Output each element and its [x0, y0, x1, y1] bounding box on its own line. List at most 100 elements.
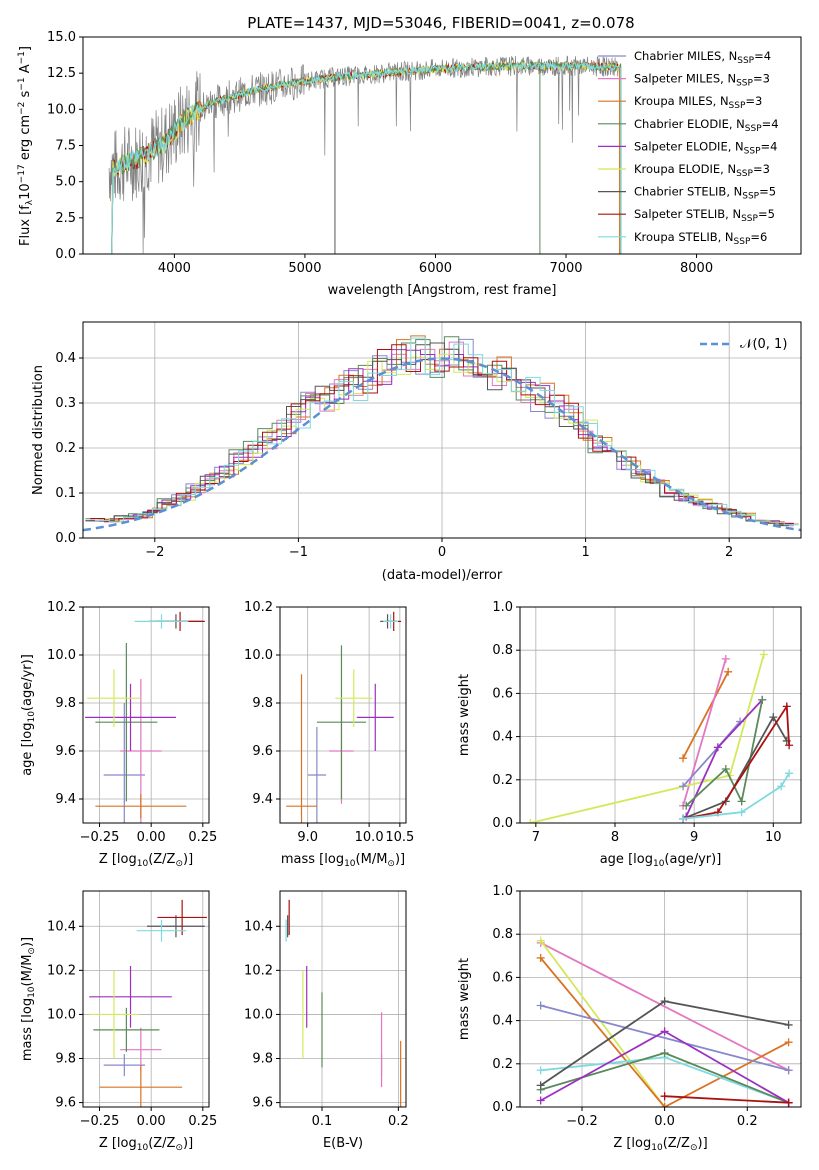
label-part: s: [18, 90, 33, 101]
label-part: )]: [183, 1136, 193, 1151]
weight-marker-salpeter_elodie: [660, 1027, 669, 1036]
label-part: )]: [183, 852, 193, 867]
x-tick-label: 0.00: [137, 1114, 166, 1129]
label-part: 10: [137, 1143, 149, 1153]
spectrum-xlabel: wavelength [Angstrom, rest frame]: [328, 283, 557, 298]
x-tick-label: 10.5: [385, 830, 414, 845]
y-tick-label: 10.0: [47, 1007, 76, 1022]
legend-label-kroupa_stelib: Kroupa STELIB, NSSP=6: [634, 230, 767, 247]
label-part: (M/M: [20, 955, 35, 987]
mass-vs-ebv-panel: 0.1 0.2 9.6 9.8 10.0 10.2 10.4 E(B-V): [244, 890, 409, 1151]
weight-line-salpeter_miles: [682, 658, 727, 806]
histogram-step-salpeter_stelib: [90, 344, 794, 525]
label-part: SSP: [734, 237, 751, 247]
axes-frame: [519, 890, 802, 1108]
weight-line-chabrier_elodie: [685, 699, 764, 807]
y-tick-label: 1.0: [492, 884, 513, 899]
weight-line-chabrier_miles: [682, 720, 741, 787]
weight-marker-salpeter_stelib: [784, 1098, 793, 1107]
weight-marker-salpeter_stelib: [782, 702, 791, 711]
label-part: 10: [27, 711, 37, 723]
label-part: λ: [25, 199, 35, 205]
plot-area: [285, 899, 402, 1107]
grid-lines: [83, 891, 209, 1107]
label-part: ⊙: [690, 1143, 698, 1153]
gaussian-curve: [83, 357, 801, 532]
y-tick-label: 10.0: [47, 648, 76, 663]
x-tick-label: 4000: [158, 261, 191, 276]
y-tick-label: 0.2: [55, 441, 76, 456]
plot-area: [286, 611, 402, 823]
x-tick-label: 0: [438, 545, 446, 560]
histogram-ylabel: Normed distribution: [31, 365, 46, 495]
axes-frame: [519, 606, 802, 824]
axes-frame: [279, 890, 407, 1108]
spectrum-plot-area: [108, 55, 622, 254]
weight-marker-chabrier_stelib: [536, 1081, 545, 1090]
x-tick-label: 10.0: [355, 830, 384, 845]
mass-vs-metallicity-panel: −0.25 0.00 0.259.69.810.010.210.4Z [log10(…: [20, 890, 217, 1153]
plot-area: [89, 899, 207, 1107]
y-tick-label: 0.4: [492, 730, 513, 745]
label-part: ]: [18, 46, 33, 51]
label-part: ⊙: [175, 859, 183, 869]
y-axis-label: mass [log10(M/M⊙)]: [20, 937, 37, 1061]
y-tick-label: 9.4: [252, 792, 273, 807]
label-part: SSP: [729, 101, 746, 111]
weight-marker-chabrier_miles: [679, 782, 688, 791]
x-tick-label: 0.25: [188, 830, 217, 845]
y-tick-label: 9.4: [55, 792, 76, 807]
label-part: ⊙: [387, 859, 395, 869]
histogram-legend: 𝒩(0, 1): [700, 337, 787, 352]
label-part: Chabrier ELODIE, N: [634, 117, 745, 131]
y-tick-label: 0.8: [492, 643, 513, 658]
y-axis-label: mass weight: [457, 958, 472, 1040]
label-part: Chabrier STELIB, N: [634, 185, 742, 199]
label-part: Kroupa STELIB, N: [634, 230, 734, 244]
y-tick-label: 9.8: [55, 1052, 76, 1067]
label-part: SSP: [741, 214, 758, 224]
x-tick-label: −2: [145, 545, 164, 560]
label-part: Kroupa MILES, N: [634, 94, 729, 108]
x-tick-label: 2: [725, 545, 733, 560]
model-spectrum-kroupa_miles: [111, 60, 622, 254]
label-part: =4: [754, 49, 771, 63]
grid-lines: [520, 890, 801, 1108]
label-part: (age/yr)]: [20, 654, 35, 711]
label-part: ⊙: [175, 1143, 183, 1153]
weight-line-salpeter_stelib: [682, 703, 790, 820]
weight-line-kroupa_elodie: [539, 940, 666, 1107]
weight-line-chabrier_stelib: [682, 715, 788, 820]
weight-line-kroupa_miles: [540, 957, 790, 1107]
y-tick-label: 10.0: [47, 102, 76, 117]
residual-histogram-panel: −2 −1 0 1 2 0.0 0.1 0.2 0.3 0.4 (data-model)/erro…: [31, 321, 802, 583]
x-tick-label: 0.1: [312, 1114, 333, 1129]
x-tick-label: −0.25: [80, 1114, 120, 1129]
model-spectrum-salpeter_stelib: [111, 60, 622, 254]
label-part: =6: [750, 230, 767, 244]
label-part: (Z/Z: [148, 852, 175, 867]
x-axis-label: age [log10(age/yr)]: [600, 852, 722, 869]
label-part: −1: [17, 51, 27, 64]
label-part: SSP: [745, 124, 762, 134]
label-part: Salpeter STELIB, N: [634, 207, 741, 221]
axes-frame: [82, 890, 210, 1108]
y-tick-label: 0.0: [55, 531, 76, 546]
x-tick-label: 0.0: [654, 1114, 675, 1129]
label-part: Salpeter ELODIE, N: [634, 139, 744, 153]
weight-marker-kroupa_miles: [660, 1103, 669, 1107]
legend-label-kroupa_miles: Kroupa MILES, NSSP=3: [634, 94, 762, 111]
weight-marker-salpeter_stelib: [785, 741, 794, 750]
label-part: =4: [761, 139, 778, 153]
x-tick-label: 8: [611, 830, 619, 845]
legend-label-salpeter_elodie: Salpeter ELODIE, NSSP=4: [634, 139, 777, 156]
weight-marker-chabrier_elodie: [721, 765, 730, 773]
legend-label-chabrier_elodie: Chabrier ELODIE, NSSP=4: [634, 117, 779, 134]
axes-frame: [82, 606, 210, 824]
x-axis-label: mass [log10(M/M⊙)]: [281, 852, 405, 869]
weight-marker-salpeter_miles: [721, 654, 730, 663]
label-part: Z [log: [613, 1136, 651, 1151]
x-tick-label: 9: [690, 830, 698, 845]
y-tick-label: 9.6: [252, 744, 273, 759]
